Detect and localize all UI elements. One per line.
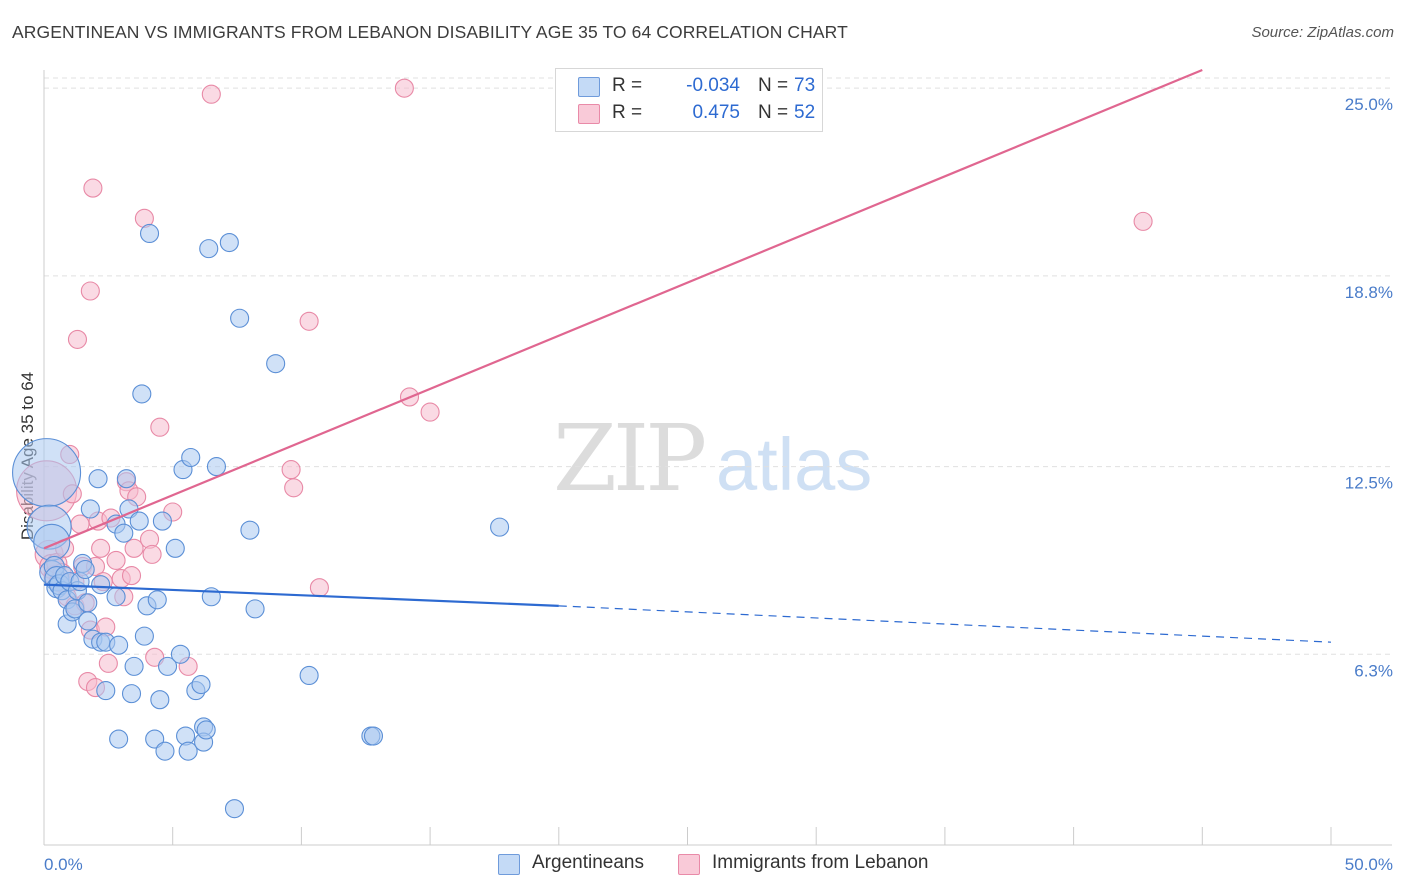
lebanon-point bbox=[80, 281, 100, 301]
argentinean-point bbox=[196, 720, 216, 740]
lebanon-point bbox=[124, 538, 144, 558]
argentinean-point bbox=[363, 726, 384, 746]
argentinean-point bbox=[224, 799, 245, 819]
lebanon-point bbox=[394, 78, 414, 98]
correlation-legend: R = -0.034 N = 73 R = 0.475 N = 52 bbox=[555, 68, 823, 132]
lebanon-point bbox=[201, 84, 221, 104]
lebanon-point bbox=[1133, 211, 1153, 231]
argentinean-point bbox=[80, 499, 100, 519]
lebanon-point bbox=[98, 653, 118, 673]
x-tick-label: 50.0% bbox=[1345, 855, 1393, 874]
chart-title: ARGENTINEAN VS IMMIGRANTS FROM LEBANON D… bbox=[12, 22, 848, 42]
lebanon-point bbox=[420, 402, 440, 422]
lebanon-trend-line bbox=[43, 68, 1203, 550]
argentinean-point bbox=[124, 656, 144, 676]
lebanon-point bbox=[281, 460, 301, 480]
watermark-zip: ZIP bbox=[553, 405, 704, 512]
argentinean-point bbox=[91, 575, 111, 595]
argentinean-point bbox=[132, 384, 152, 404]
legend-r-label: R = bbox=[612, 102, 643, 123]
watermark-atlas: atlas bbox=[716, 423, 872, 506]
argentinean-point bbox=[490, 517, 510, 537]
argentinean-point bbox=[219, 233, 239, 253]
argentinean-point bbox=[134, 626, 154, 646]
lebanon-point bbox=[121, 566, 142, 586]
argentinean-point bbox=[109, 635, 129, 655]
argentinean-trend-extension bbox=[558, 605, 1332, 643]
lebanon-point bbox=[309, 578, 329, 598]
argentinean-point bbox=[139, 223, 160, 244]
argentinean-point bbox=[147, 590, 167, 610]
lebanon-point bbox=[67, 329, 88, 349]
legend-swatch-blue bbox=[578, 77, 600, 97]
lebanon-point bbox=[299, 311, 319, 331]
lebanon-point bbox=[106, 550, 126, 570]
y-tick-label: 25.0% bbox=[1345, 95, 1393, 114]
legend-n-value: 52 bbox=[794, 102, 816, 123]
lebanon-point bbox=[83, 178, 103, 198]
argentinean-point bbox=[114, 523, 134, 543]
y-tick-label: 12.5% bbox=[1345, 474, 1393, 493]
legend-swatch-blue bbox=[498, 854, 520, 875]
argentinean-point bbox=[206, 457, 227, 477]
legend-r-label: R = bbox=[612, 75, 643, 96]
argentinean-point bbox=[75, 559, 95, 580]
x-tick-label: 0.0% bbox=[44, 855, 83, 874]
argentinean-point bbox=[116, 469, 136, 489]
argentinean-point bbox=[106, 587, 126, 607]
legend-n-value: 73 bbox=[794, 75, 816, 96]
argentinean-point bbox=[170, 644, 190, 664]
argentinean-point bbox=[150, 690, 170, 710]
legend-label-argentineans: Argentineans bbox=[532, 852, 644, 873]
legend-swatch-pink bbox=[578, 104, 600, 124]
legend-r-value: 0.475 bbox=[692, 102, 740, 123]
argentinean-point bbox=[129, 511, 149, 531]
argentinean-point bbox=[240, 520, 260, 540]
y-tick-label: 18.8% bbox=[1345, 283, 1393, 302]
argentinean-point bbox=[266, 354, 286, 374]
argentinean-point bbox=[191, 675, 211, 695]
argentinean-point bbox=[12, 438, 82, 508]
series-legend: Argentineans Immigrants from Lebanon bbox=[0, 852, 1406, 878]
argentinean-point bbox=[158, 656, 178, 676]
legend-n-label: N = bbox=[758, 102, 789, 123]
argentinean-point bbox=[145, 729, 165, 749]
argentinean-trend-line bbox=[43, 583, 559, 607]
legend-r-value: -0.034 bbox=[686, 75, 740, 96]
argentinean-point bbox=[181, 447, 201, 468]
lebanon-point bbox=[284, 478, 304, 498]
argentinean-point bbox=[299, 665, 319, 686]
argentinean-point bbox=[178, 741, 198, 761]
y-tick-label: 6.3% bbox=[1354, 661, 1393, 680]
legend-label-lebanon: Immigrants from Lebanon bbox=[712, 852, 929, 873]
argentinean-point bbox=[78, 611, 98, 631]
legend-n-label: N = bbox=[758, 75, 789, 96]
argentinean-point bbox=[199, 239, 219, 259]
source-label: Source: ZipAtlas.com bbox=[1251, 24, 1394, 41]
lebanon-point bbox=[150, 417, 170, 437]
argentinean-point bbox=[88, 469, 108, 489]
argentinean-point bbox=[33, 523, 71, 561]
argentinean-point bbox=[96, 681, 116, 701]
argentinean-point bbox=[78, 593, 98, 613]
argentinean-point bbox=[155, 741, 175, 761]
argentinean-point bbox=[230, 308, 250, 328]
argentinean-point bbox=[165, 538, 185, 558]
argentinean-point bbox=[152, 511, 172, 531]
argentinean-point bbox=[245, 599, 265, 619]
legend-swatch-pink bbox=[678, 854, 700, 875]
argentinean-point bbox=[121, 684, 142, 704]
argentinean-point bbox=[109, 729, 129, 749]
lebanon-point bbox=[91, 538, 111, 558]
lebanon-point bbox=[142, 544, 162, 564]
